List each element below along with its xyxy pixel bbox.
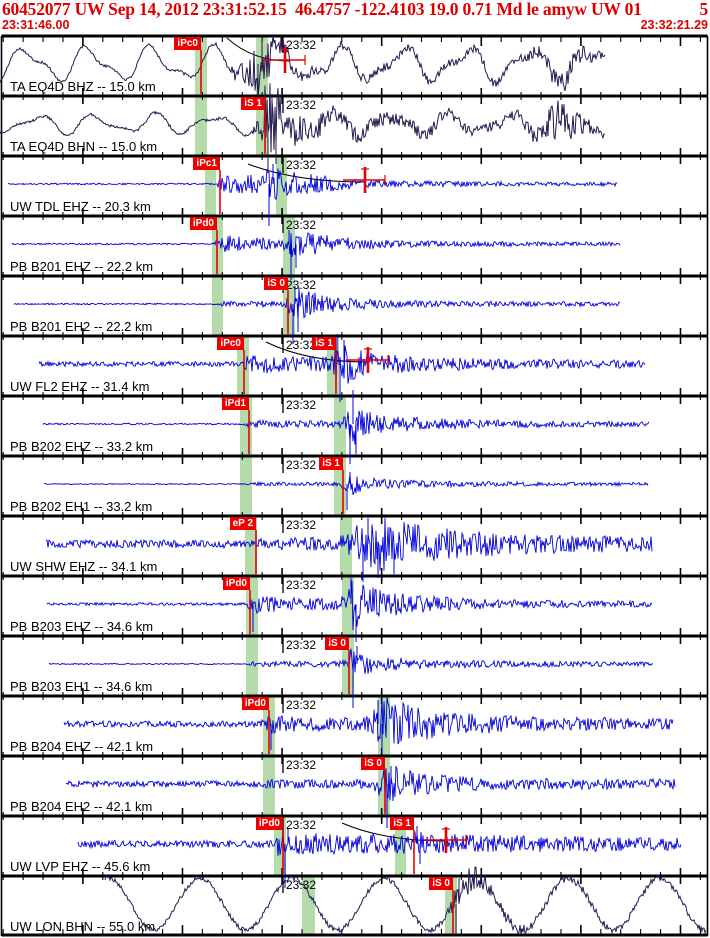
minute-label: 23:32 <box>286 98 317 112</box>
pick-box[interactable]: iS 0 <box>429 877 453 890</box>
minute-label: 23:32 <box>286 698 317 712</box>
waveform-b204-ehz[interactable] <box>63 696 674 745</box>
predicted-arrival-band <box>283 277 295 335</box>
predicted-arrival-band <box>263 757 275 815</box>
station-label: TA EQ4D BHZ -- 15.0 km <box>10 79 156 94</box>
event-header: 60452077 UW Sep 14, 2012 23:31:52.15 46.… <box>2 0 708 19</box>
predicted-arrival-band <box>245 517 257 575</box>
waveform-b201-eh2[interactable] <box>13 287 621 321</box>
station-label: PB B204 EHZ -- 42.1 km <box>10 739 154 754</box>
pick-box[interactable]: iPc1 <box>193 157 220 170</box>
pick-box[interactable]: iS 1 <box>390 817 414 830</box>
pick-box[interactable]: iPd0 <box>241 697 269 710</box>
pick-box[interactable]: iPc0 <box>217 337 244 350</box>
predicted-arrival-band <box>237 337 249 395</box>
minute-label: 23:32 <box>286 878 317 892</box>
waveform-b203-eh1[interactable] <box>48 648 654 674</box>
coda-envelope-curve <box>226 37 291 62</box>
station-label: UW SHW EHZ -- 34.1 km <box>10 559 158 574</box>
page-number: 5 <box>699 0 708 19</box>
event-summary: 60452077 UW Sep 14, 2012 23:31:52.15 46.… <box>2 0 642 19</box>
station-label: UW LVP EHZ -- 45.6 km <box>10 859 151 874</box>
station-label: PB B202 EH1 -- 33.2 km <box>10 499 153 514</box>
waveform-lon-bhn[interactable] <box>104 866 707 935</box>
window-end-time: 23:32:21.29 <box>640 18 708 32</box>
station-label: TA EQ4D BHN -- 15.0 km <box>10 139 158 154</box>
waveform-b204-eh2[interactable] <box>65 766 676 802</box>
pick-box[interactable]: iS 1 <box>319 457 343 470</box>
station-label: PB B202 EHZ -- 33.2 km <box>10 439 154 454</box>
station-label: UW TDL EHZ -- 20.3 km <box>10 199 151 214</box>
station-label: UW LON BHN -- 55.0 km <box>10 919 156 934</box>
waveform-eq4d-bhn[interactable] <box>0 83 606 153</box>
predicted-arrival-band <box>205 157 216 215</box>
pick-box[interactable]: iPd0 <box>189 217 217 230</box>
predicted-arrival-band <box>240 457 252 515</box>
waveform-b203-ehz[interactable] <box>46 580 653 631</box>
minute-label: 23:32 <box>286 758 317 772</box>
pick-box[interactable]: iPd0 <box>222 577 250 590</box>
station-label: PB B201 EH2 -- 22.2 km <box>10 319 153 334</box>
station-label: PB B204 EH2 -- 42.1 km <box>10 799 153 814</box>
pick-box[interactable]: eP 2 <box>229 517 256 530</box>
window-start-time: 23:31:46.00 <box>2 18 70 32</box>
waveform-fl2-ehz[interactable] <box>38 345 646 384</box>
pick-box[interactable]: iS 0 <box>264 277 288 290</box>
waveform-b201-ehz[interactable] <box>11 232 621 257</box>
predicted-arrival-band <box>246 637 258 695</box>
minute-label: 23:32 <box>286 638 317 652</box>
pick-box[interactable]: iS 0 <box>325 637 349 650</box>
station-label: PB B203 EH1 -- 34.6 km <box>10 679 153 694</box>
minute-label: 23:32 <box>286 518 317 532</box>
predicted-arrival-band <box>302 877 315 935</box>
station-label: PB B203 EHZ -- 34.6 km <box>10 619 154 634</box>
waveform-lvp-ehz[interactable] <box>77 830 682 856</box>
coda-envelope-curve <box>247 163 366 183</box>
pick-box[interactable]: iPc0 <box>174 37 201 50</box>
pick-box[interactable]: iS 1 <box>241 97 265 110</box>
waveform-shw-ehz[interactable] <box>45 517 653 571</box>
predicted-arrival-band <box>212 277 223 335</box>
waveform-b202-eh1[interactable] <box>43 474 649 495</box>
pick-box[interactable]: iPd0 <box>255 817 283 830</box>
minute-label: 23:32 <box>286 158 317 172</box>
station-label: UW FL2 EHZ -- 31.4 km <box>10 379 150 394</box>
predicted-arrival-band <box>276 157 287 215</box>
waveform-b202-ehz[interactable] <box>42 410 650 445</box>
minute-label: 23:32 <box>286 278 317 292</box>
minute-label: 23:32 <box>286 38 317 52</box>
minute-label: 23:32 <box>286 578 317 592</box>
pick-box[interactable]: iS 0 <box>361 757 385 770</box>
waveform-eq4d-bhz[interactable] <box>0 35 606 99</box>
minute-label: 23:32 <box>286 218 317 232</box>
minute-label: 23:32 <box>286 398 317 412</box>
time-window-bar: 23:31:46.00 23:32:21.29 <box>2 19 708 32</box>
minute-label: 23:32 <box>286 338 317 352</box>
predicted-arrival-band <box>340 517 352 575</box>
minute-label: 23:32 <box>286 818 317 832</box>
pick-box[interactable]: iPd1 <box>221 397 249 410</box>
waveform-tdl-ehz[interactable] <box>7 168 618 201</box>
minute-label: 23:32 <box>286 458 317 472</box>
station-label: PB B201 EHZ -- 22.2 km <box>10 259 154 274</box>
pick-box[interactable]: iS 1 <box>312 337 336 350</box>
predicted-arrival-band <box>195 97 207 155</box>
